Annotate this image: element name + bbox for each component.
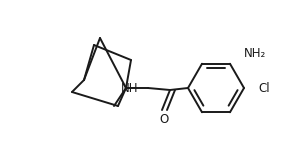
Text: NH: NH xyxy=(121,81,138,95)
Text: NH₂: NH₂ xyxy=(244,47,266,60)
Text: O: O xyxy=(160,113,169,126)
Text: Cl: Cl xyxy=(258,81,270,95)
